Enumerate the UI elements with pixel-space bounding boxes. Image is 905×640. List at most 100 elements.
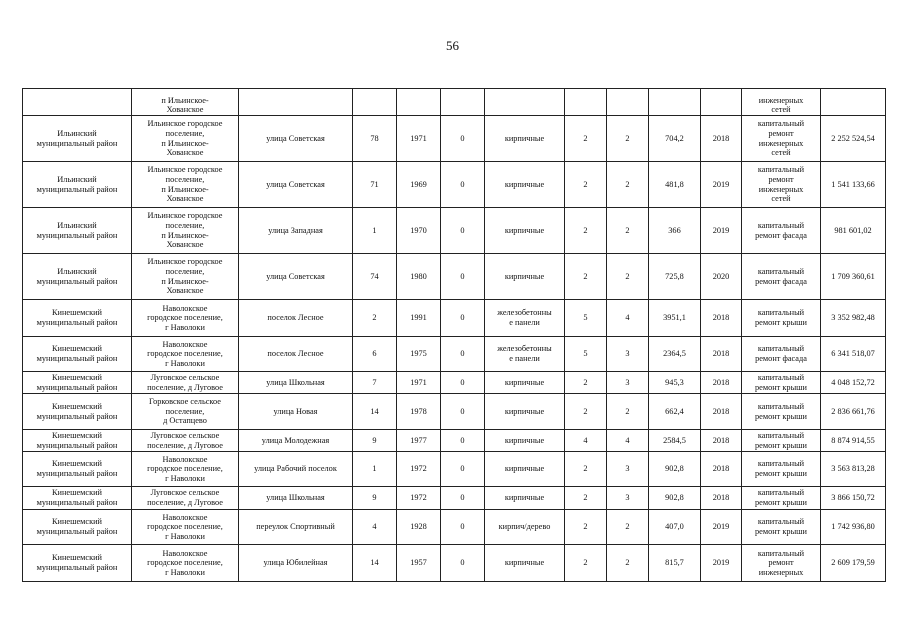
cell-text: поселок Лесное (267, 313, 324, 323)
cell-cost: 3 866 150,72 (820, 486, 886, 510)
cell-text: 1991 (410, 313, 427, 323)
cell-text: улица Школьная (266, 493, 325, 503)
cell-text: Наволокское городское поселение, г Навол… (147, 512, 223, 541)
cell-repair-type: капитальный ремонт крыши (741, 371, 821, 394)
cell-year-built: 1972 (396, 451, 441, 487)
cell-text: 2 609 179,59 (831, 558, 875, 568)
cell-house-number: 14 (352, 544, 397, 582)
cell-wall-material: железобетонны е панели (484, 336, 565, 372)
cell-text: 1971 (410, 377, 427, 387)
cell-entrances: 3 (606, 486, 649, 510)
cell-text: 2 (583, 179, 588, 189)
cell-wall-material: кирпичные (484, 161, 565, 208)
cell-year-reconstructed: 0 (440, 393, 485, 430)
cell-text: 1972 (410, 493, 427, 503)
cell-year-reconstructed: 0 (440, 486, 485, 510)
cell-floors: 2 (564, 544, 607, 582)
cell-repair-type: капитальный ремонт крыши (741, 299, 821, 337)
cell-text: 2 (625, 406, 630, 416)
cell-settlement: Ильинское городское поселение, п Ильинск… (131, 207, 239, 254)
cell-repair-type: капитальный ремонт крыши (741, 451, 821, 487)
cell-text: 9 (372, 435, 377, 445)
cell-text: Кинешемский муниципальный район (36, 553, 118, 572)
cell-district: Кинешемский муниципальный район (22, 336, 132, 372)
cell-year-reconstructed: 0 (440, 207, 485, 254)
cell-repair-type: капитальный ремонт фасада (741, 253, 821, 300)
cell-text: капитальный ремонт крыши (755, 459, 807, 478)
cell-text: 4 (625, 313, 630, 323)
cell-text: 3 (625, 349, 630, 359)
page-number: 56 (446, 38, 459, 53)
cell-text: 0 (460, 349, 465, 359)
cell-text: 2018 (712, 493, 730, 503)
cell-text: капитальный ремонт инженерных сетей (757, 119, 805, 158)
cell-text: 2018 (712, 406, 730, 416)
cell-text: капитальный ремонт фасада (755, 220, 807, 240)
cell-text: 2584,5 (663, 435, 686, 445)
cell-district: Кинешемский муниципальный район (22, 299, 132, 337)
cell-text: 1975 (410, 349, 427, 359)
cell-text: Кинешемский муниципальный район (36, 517, 118, 536)
cell-text: 2 836 661,76 (831, 406, 875, 416)
cell-year-reconstructed: 0 (440, 509, 485, 545)
cell-street: улица Школьная (238, 486, 353, 510)
cell-text: 14 (370, 406, 379, 416)
cell-text: капитальный ремонт крыши (755, 372, 807, 392)
cell-house-number: 71 (352, 161, 397, 208)
cell-text: 902,8 (665, 464, 684, 474)
cell-wall-material: кирпич/дерево (484, 509, 565, 545)
cell-district (22, 88, 132, 116)
cell-area: 725,8 (648, 253, 701, 300)
cell-floors: 5 (564, 299, 607, 337)
cell-text: 14 (370, 558, 379, 568)
cell-settlement: Луговское сельское поселение, д Луговое (131, 371, 239, 394)
cell-text: 662,4 (665, 406, 684, 416)
cell-text: кирпичные (504, 179, 545, 189)
cell-settlement: Наволокское городское поселение, г Навол… (131, 544, 239, 582)
cell-cost: 1 709 360,61 (820, 253, 886, 300)
cell-text: 2 (583, 522, 588, 532)
cell-repair-type: капитальный ремонт крыши (741, 509, 821, 545)
cell-year-built: 1969 (396, 161, 441, 208)
cell-repair-year: 2019 (700, 207, 742, 254)
table-row: Кинешемский муниципальный район Наволокск… (22, 336, 886, 372)
cell-text: кирпичные (504, 435, 545, 445)
cell-area: 481,8 (648, 161, 701, 208)
cell-text: 1 742 936,80 (831, 522, 875, 532)
cell-repair-type: капитальный ремонт крыши (741, 393, 821, 430)
cell-repair-year: 2018 (700, 393, 742, 430)
cell-area: 2584,5 (648, 429, 701, 452)
cell-wall-material: кирпичные (484, 253, 565, 300)
cell-text: 1980 (410, 271, 427, 281)
cell-house-number: 6 (352, 336, 397, 372)
cell-floors (564, 88, 607, 116)
cell-year-built: 1975 (396, 336, 441, 372)
table-row: Ильинский муниципальный район Ильинское г… (22, 161, 886, 208)
cell-entrances: 2 (606, 115, 649, 162)
cell-floors: 2 (564, 371, 607, 394)
cell-text: Горковское сельское поселение, д Остапце… (149, 397, 221, 426)
cell-text: 2019 (712, 225, 730, 235)
cell-entrances (606, 88, 649, 116)
cell-text: капитальный ремонт фасада (755, 266, 807, 286)
cell-text: 2 (372, 313, 377, 323)
cell-text: п Ильинское- Хованское (161, 95, 209, 115)
cell-text: кирпичные (504, 406, 545, 416)
cell-text: 5 (583, 349, 588, 359)
cell-area: 704,2 (648, 115, 701, 162)
cell-text: капитальный ремонт крыши (755, 488, 807, 507)
cell-year-reconstructed: 0 (440, 371, 485, 394)
cell-text: 2 (583, 493, 588, 503)
cell-text: 1 (372, 225, 377, 235)
cell-text: кирпичные (504, 464, 545, 474)
cell-text: 0 (460, 435, 465, 445)
cell-district: Кинешемский муниципальный район (22, 486, 132, 510)
cell-text: железобетонны е панели (497, 308, 552, 327)
cell-text: улица Молодежная (261, 435, 330, 445)
cell-text: капитальный ремонт крыши (755, 517, 807, 536)
cell-text: Ильинское городское поселение, п Ильинск… (147, 211, 223, 250)
cell-cost (820, 88, 886, 116)
cell-text: поселок Лесное (267, 349, 324, 359)
cell-entrances: 2 (606, 509, 649, 545)
cell-text: кирпичные (504, 133, 545, 143)
